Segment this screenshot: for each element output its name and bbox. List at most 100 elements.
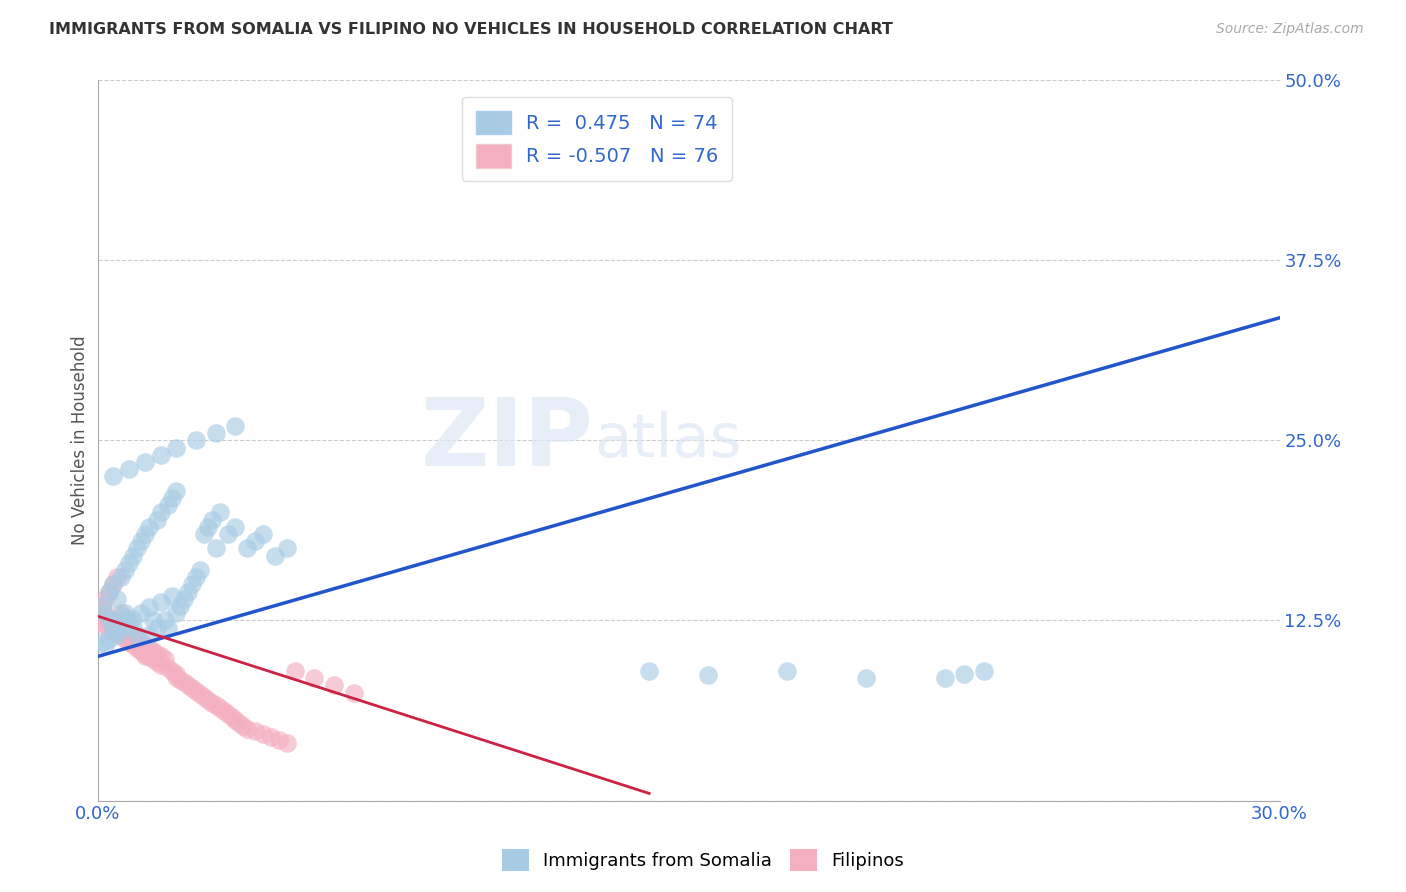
Point: [105, 617, 128, 632]
Point: [177, 584, 200, 599]
Point: [149, 658, 172, 673]
Point: [114, 563, 136, 577]
Point: [284, 664, 307, 678]
Point: [343, 685, 366, 699]
Point: [267, 733, 290, 747]
Legend: Immigrants from Somalia, Filipinos: Immigrants from Somalia, Filipinos: [495, 842, 911, 879]
Point: [118, 556, 141, 570]
Point: [263, 549, 285, 563]
Point: [177, 678, 200, 692]
Point: [118, 614, 141, 628]
Text: ZIP: ZIP: [422, 394, 593, 486]
Point: [153, 652, 176, 666]
Point: [129, 607, 152, 621]
Point: [204, 426, 226, 441]
Point: [129, 644, 152, 658]
Point: [188, 563, 211, 577]
Point: [162, 491, 184, 505]
Point: [145, 655, 167, 669]
Point: [197, 520, 219, 534]
Point: [184, 570, 207, 584]
Point: [142, 614, 165, 628]
Point: [212, 704, 235, 718]
Point: [697, 668, 720, 682]
Point: [98, 632, 121, 647]
Point: [110, 629, 132, 643]
Point: [252, 527, 274, 541]
Point: [94, 617, 117, 632]
Point: [118, 626, 141, 640]
Point: [149, 505, 172, 519]
Text: IMMIGRANTS FROM SOMALIA VS FILIPINO NO VEHICLES IN HOUSEHOLD CORRELATION CHART: IMMIGRANTS FROM SOMALIA VS FILIPINO NO V…: [49, 22, 893, 37]
Point: [105, 570, 128, 584]
Point: [138, 649, 160, 664]
Point: [125, 541, 148, 556]
Point: [236, 541, 259, 556]
Point: [105, 628, 128, 642]
Point: [90, 599, 112, 613]
Point: [114, 617, 136, 632]
Point: [129, 534, 152, 549]
Point: [94, 591, 117, 606]
Point: [129, 642, 152, 657]
Point: [105, 624, 128, 638]
Point: [252, 727, 274, 741]
Point: [114, 632, 136, 647]
Point: [98, 614, 121, 628]
Point: [169, 599, 191, 613]
Point: [110, 609, 132, 624]
Point: [94, 609, 117, 624]
Point: [193, 690, 215, 704]
Point: [145, 647, 167, 661]
Point: [114, 607, 136, 621]
Point: [169, 673, 191, 687]
Point: [125, 635, 148, 649]
Point: [165, 666, 187, 681]
Point: [157, 661, 180, 675]
Point: [204, 541, 226, 556]
Point: [149, 448, 172, 462]
Point: [973, 664, 995, 678]
Point: [208, 701, 231, 715]
Point: [953, 666, 976, 681]
Point: [110, 621, 132, 635]
Point: [201, 512, 224, 526]
Point: [118, 462, 141, 476]
Point: [184, 434, 207, 448]
Point: [232, 719, 254, 733]
Point: [228, 715, 250, 730]
Point: [173, 675, 195, 690]
Point: [934, 671, 956, 685]
Point: [122, 621, 145, 635]
Point: [208, 505, 231, 519]
Point: [98, 612, 121, 626]
Point: [134, 649, 156, 664]
Point: [105, 591, 128, 606]
Point: [638, 664, 661, 678]
Legend: R =  0.475   N = 74, R = -0.507   N = 76: R = 0.475 N = 74, R = -0.507 N = 76: [463, 97, 733, 181]
Point: [149, 595, 172, 609]
Point: [94, 607, 117, 621]
Point: [323, 678, 346, 692]
Point: [224, 418, 246, 433]
Point: [260, 730, 283, 744]
Point: [224, 713, 246, 727]
Point: [138, 520, 160, 534]
Point: [122, 549, 145, 563]
Point: [224, 520, 246, 534]
Point: [221, 710, 243, 724]
Point: [134, 638, 156, 652]
Point: [90, 614, 112, 628]
Point: [103, 624, 125, 638]
Point: [173, 591, 195, 606]
Point: [103, 577, 125, 591]
Point: [165, 670, 187, 684]
Point: [138, 600, 160, 615]
Point: [94, 638, 117, 652]
Point: [776, 664, 799, 678]
Point: [114, 624, 136, 638]
Point: [129, 635, 152, 649]
Point: [122, 628, 145, 642]
Point: [110, 570, 132, 584]
Point: [855, 671, 877, 685]
